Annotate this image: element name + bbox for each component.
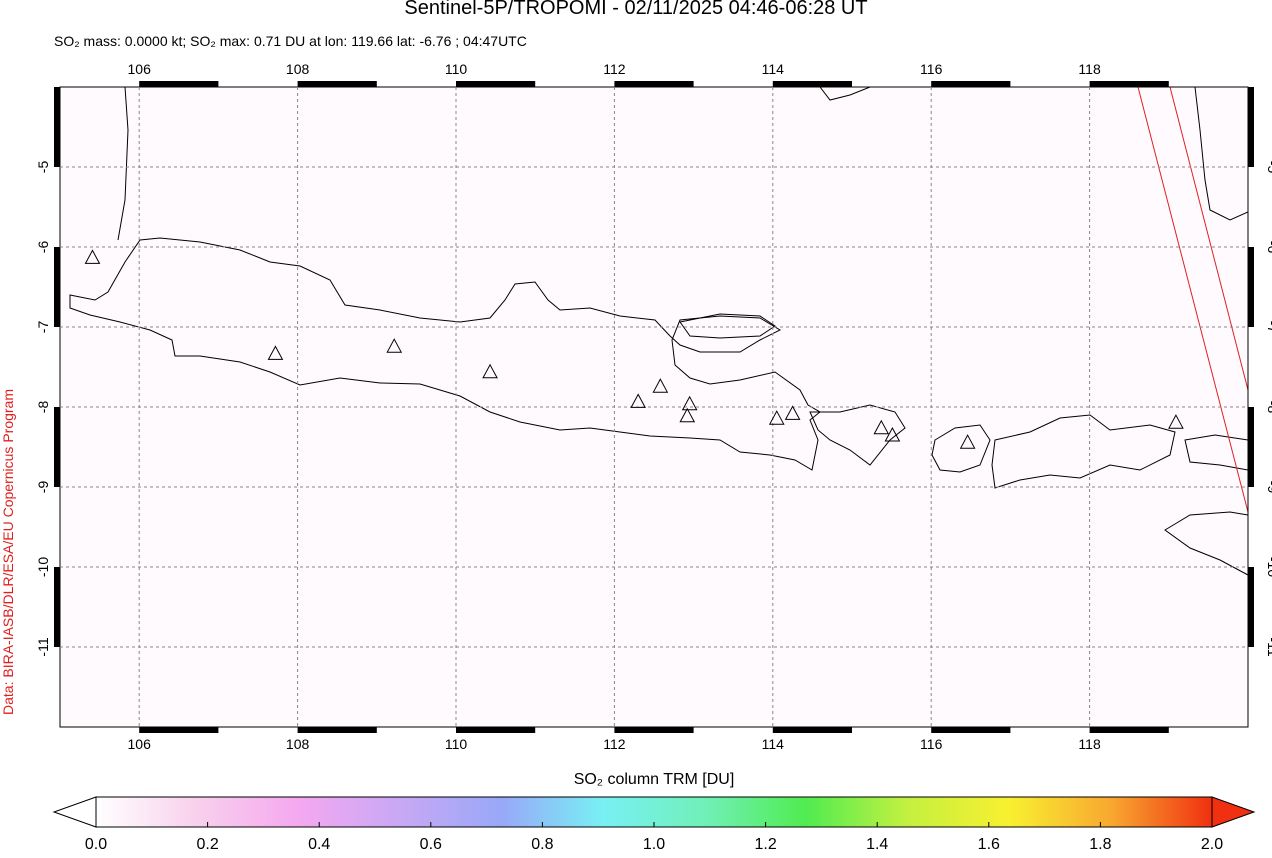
y-tick-label: -6: [35, 241, 51, 254]
colorbar-tick-label: 0.0: [85, 836, 107, 853]
x-tick-label: 106: [128, 736, 152, 752]
lombok-coast: [931, 424, 991, 473]
x-tick-label: 108: [286, 61, 310, 77]
swath-edge: [1169, 87, 1248, 391]
sumba-coast: [1164, 511, 1248, 576]
volcano-marker: [84, 249, 101, 264]
frame-bar: [614, 727, 694, 733]
frame-bar: [139, 81, 219, 87]
frame-bar: [1248, 247, 1254, 327]
frame-bar: [1089, 727, 1169, 733]
credit: Data: BIRA-IASB/DLR/ESA/EU Copernicus Pr…: [0, 389, 16, 715]
x-tick-label: 118: [1078, 61, 1101, 77]
x-tick-label: 106: [128, 61, 152, 77]
volcano-marker: [630, 393, 646, 408]
volcano-marker: [652, 378, 669, 393]
volcano-marker: [959, 434, 976, 449]
subtitle: SO₂ mass: 0.0000 kt; SO₂ max: 0.71 DU at…: [54, 33, 527, 49]
swath-edge: [1137, 87, 1248, 513]
colorbar-tick-label: 0.4: [308, 836, 330, 853]
x-tick-label: 114: [762, 61, 785, 77]
frame-bar: [297, 727, 377, 733]
y-tick-label: -6: [1265, 241, 1272, 254]
volcano-marker: [681, 395, 698, 411]
frame-bar: [772, 727, 852, 733]
frame-bar: [456, 81, 536, 87]
y-tick-label: -7: [35, 321, 51, 334]
x-tick-label: 116: [920, 736, 943, 752]
sumbawa-coast: [991, 414, 1176, 489]
colorbar-over: [1211, 796, 1256, 828]
colorbar-tick-label: 0.6: [420, 836, 442, 853]
y-tick-label: -9: [1265, 481, 1272, 494]
volcano-marker: [482, 363, 498, 379]
borneo-coast: [117, 87, 1248, 241]
frame-bar: [1248, 407, 1254, 487]
x-tick-label: 118: [1078, 736, 1101, 752]
colorbar-tick-label: 1.6: [978, 836, 1000, 853]
y-tick-label: -8: [1265, 401, 1272, 414]
colorbar-tick-label: 0.2: [196, 836, 218, 853]
frame-bar: [54, 247, 60, 327]
java-coast: [69, 237, 821, 471]
frame-bar: [54, 87, 60, 167]
x-tick-label: 114: [762, 736, 785, 752]
volcano-marker: [679, 407, 696, 423]
colorbar-tick-label: 1.4: [866, 836, 888, 853]
volcano-marker: [784, 405, 801, 420]
x-tick-label: 108: [286, 736, 310, 752]
y-tick-label: -5: [35, 161, 51, 174]
x-tick-label: 112: [603, 61, 626, 77]
frame-bar: [1248, 87, 1254, 167]
x-tick-label: 116: [920, 61, 943, 77]
y-tick-label: -10: [1265, 557, 1272, 577]
volcano-marker: [267, 345, 284, 360]
frame-bar: [931, 81, 1011, 87]
frame-bar: [54, 567, 60, 647]
y-tick-label: -11: [1265, 637, 1272, 656]
colorbar-tick-label: 1.8: [1089, 836, 1111, 853]
frame-bar: [614, 81, 694, 87]
frame-bar: [772, 81, 852, 87]
frame-bar: [54, 407, 60, 487]
frame-bar: [1089, 81, 1169, 87]
y-tick-label: -10: [35, 557, 51, 577]
y-tick-label: -9: [35, 481, 51, 494]
x-tick-label: 110: [445, 736, 468, 752]
x-tick-label: 110: [445, 61, 468, 77]
volcano-marker: [386, 338, 403, 353]
frame-bar: [1248, 567, 1254, 647]
y-tick-label: -7: [1265, 321, 1272, 334]
coastlines: [69, 87, 1248, 576]
y-tick-label: -11: [35, 637, 51, 656]
colorbar-tick-label: 0.8: [531, 836, 553, 853]
colorbar-tick-label: 1.2: [754, 836, 776, 853]
colorbar-under: [52, 796, 97, 828]
frame-bar: [931, 727, 1011, 733]
y-tick-label: -8: [35, 401, 51, 414]
volcano-marker: [873, 419, 890, 435]
colorbar-label: SO₂ column TRM [DU]: [574, 771, 735, 788]
title: Sentinel-5P/TROPOMI - 02/11/2025 04:46-0…: [404, 0, 867, 19]
volcano-marker: [1168, 414, 1184, 429]
frame-bar: [297, 81, 377, 87]
volcano-marker: [884, 426, 901, 442]
y-tick-label: -5: [1265, 161, 1272, 174]
colorbar-tick-label: 2.0: [1201, 836, 1223, 853]
madura-coast: [679, 313, 776, 339]
frame-bar: [139, 727, 219, 733]
volcano-marker: [768, 410, 785, 425]
flores-coast: [1184, 434, 1248, 471]
colorbar-tick-label: 1.0: [643, 836, 665, 853]
x-tick-label: 112: [603, 736, 626, 752]
frame-bar: [456, 727, 536, 733]
